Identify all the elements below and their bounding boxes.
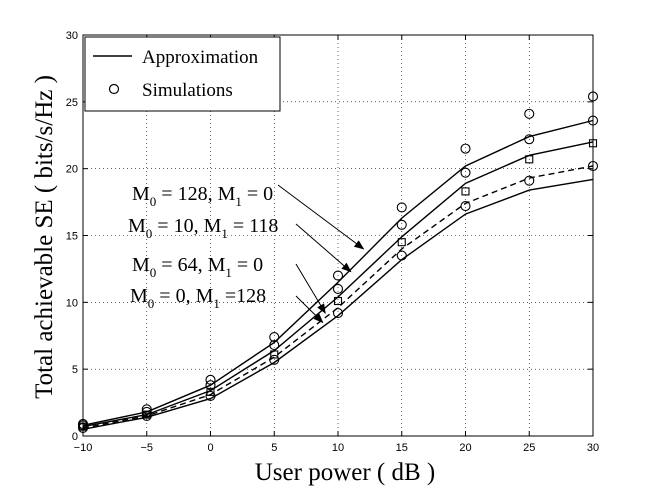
simulation-circle-marker: [460, 201, 471, 212]
anno-rest2: = 0: [232, 254, 263, 276]
approximation-line-4: [82, 178, 594, 430]
x-axis-label: User power ( dB ): [255, 459, 436, 486]
x-tick-label: −5: [140, 442, 153, 454]
y-axis-label: Total achievable SE ( bits/s/Hz ): [31, 75, 58, 399]
simulation-circle-marker: [460, 167, 471, 178]
y-tick-label: 5: [72, 364, 78, 376]
simulation-circle-marker: [205, 380, 216, 391]
simulation-square-marker: [525, 155, 534, 164]
annotation-arrow-2: [295, 223, 352, 273]
anno-sub: 0: [146, 226, 153, 241]
annotation-label-1: M0 = 128, M1 = 0: [132, 183, 273, 209]
simulation-circle-marker: [205, 390, 216, 401]
simulation-circle-marker: [524, 175, 535, 186]
simulation-circle-marker: [332, 283, 344, 295]
x-tick-label: 20: [459, 442, 471, 454]
grid: [83, 35, 593, 436]
x-tick-label: −10: [74, 442, 93, 454]
simulation-circle-marker: [332, 270, 344, 281]
y-tick-label: 10: [66, 297, 78, 309]
anno-sub2: 1: [213, 296, 220, 311]
anno-rest2: = 0: [242, 183, 273, 205]
y-tick-label: 0: [72, 431, 78, 443]
annotation-label-3: M0 = 64, M1 = 0: [132, 254, 263, 280]
y-tick-label: 30: [66, 30, 78, 42]
simulation-square-marker: [206, 387, 215, 396]
anno-main: M: [132, 254, 150, 276]
anno-sub: 0: [148, 296, 155, 311]
x-tick-label: 10: [332, 442, 344, 454]
anno-main: M: [128, 215, 146, 237]
simulation-circle-marker: [141, 406, 152, 417]
anno-rest2: =128: [220, 285, 266, 307]
legend-label-approximation: Approximation: [142, 47, 259, 68]
simulation-circle-marker: [332, 307, 344, 319]
y-tick-label: 25: [66, 97, 78, 109]
anno-rest2: = 118: [228, 215, 279, 237]
anno-rest: = 64, M: [156, 254, 225, 276]
x-tick-label: 30: [587, 442, 599, 454]
simulation-circle-marker: [269, 332, 280, 343]
annotation-label-2: M0 = 10, M1 = 118: [128, 215, 278, 241]
simulation-circle-marker: [396, 219, 407, 230]
legend-circle-marker: [108, 83, 120, 95]
anno-sub: 0: [150, 265, 157, 280]
annotation-label-4: M0 = 0, M1 =128: [130, 285, 266, 311]
x-tick-label: 15: [396, 442, 408, 454]
simulation-circle-marker: [141, 410, 152, 422]
simulation-circle-marker: [205, 374, 216, 385]
simulation-circle-marker: [269, 340, 280, 351]
x-tick-label: 25: [523, 442, 535, 454]
x-tick-label: 0: [207, 442, 213, 454]
anno-rest: = 0, M: [154, 285, 213, 307]
annotation-arrow-1: [277, 184, 365, 250]
legend-box: [84, 36, 281, 112]
legend: Approximation Simulations: [84, 36, 281, 112]
simulation-square-marker: [333, 296, 343, 306]
anno-sub2: 1: [225, 265, 232, 280]
approximation-line-1: [82, 119, 594, 426]
simulation-circle-marker: [396, 250, 407, 261]
y-tick-label: 15: [66, 231, 78, 243]
anno-rest: = 10, M: [152, 215, 221, 237]
simulation-circle-marker: [524, 134, 535, 145]
x-tick-label: 5: [271, 442, 277, 454]
simulation-square-marker: [270, 350, 279, 359]
annotation-arrow-4: [295, 295, 324, 324]
anno-rest: = 128, M: [156, 183, 235, 205]
simulation-circle-marker: [396, 202, 407, 213]
anno-main: M: [130, 285, 148, 307]
simulation-circle-marker: [269, 354, 280, 365]
anno-main: M: [132, 183, 150, 205]
y-tick-label: 20: [66, 164, 78, 176]
annotation-arrow-3: [295, 263, 326, 314]
anno-sub: 0: [150, 194, 157, 209]
simulation-circle-marker: [524, 108, 535, 119]
simulation-square-marker: [461, 187, 470, 196]
anno-sub2: 1: [221, 226, 228, 241]
anno-sub2: 1: [235, 194, 242, 209]
simulation-circle-marker: [460, 143, 471, 154]
legend-label-simulations: Simulations: [142, 80, 233, 101]
simulation-square-marker: [397, 238, 406, 247]
simulation-circle-marker: [141, 404, 152, 415]
